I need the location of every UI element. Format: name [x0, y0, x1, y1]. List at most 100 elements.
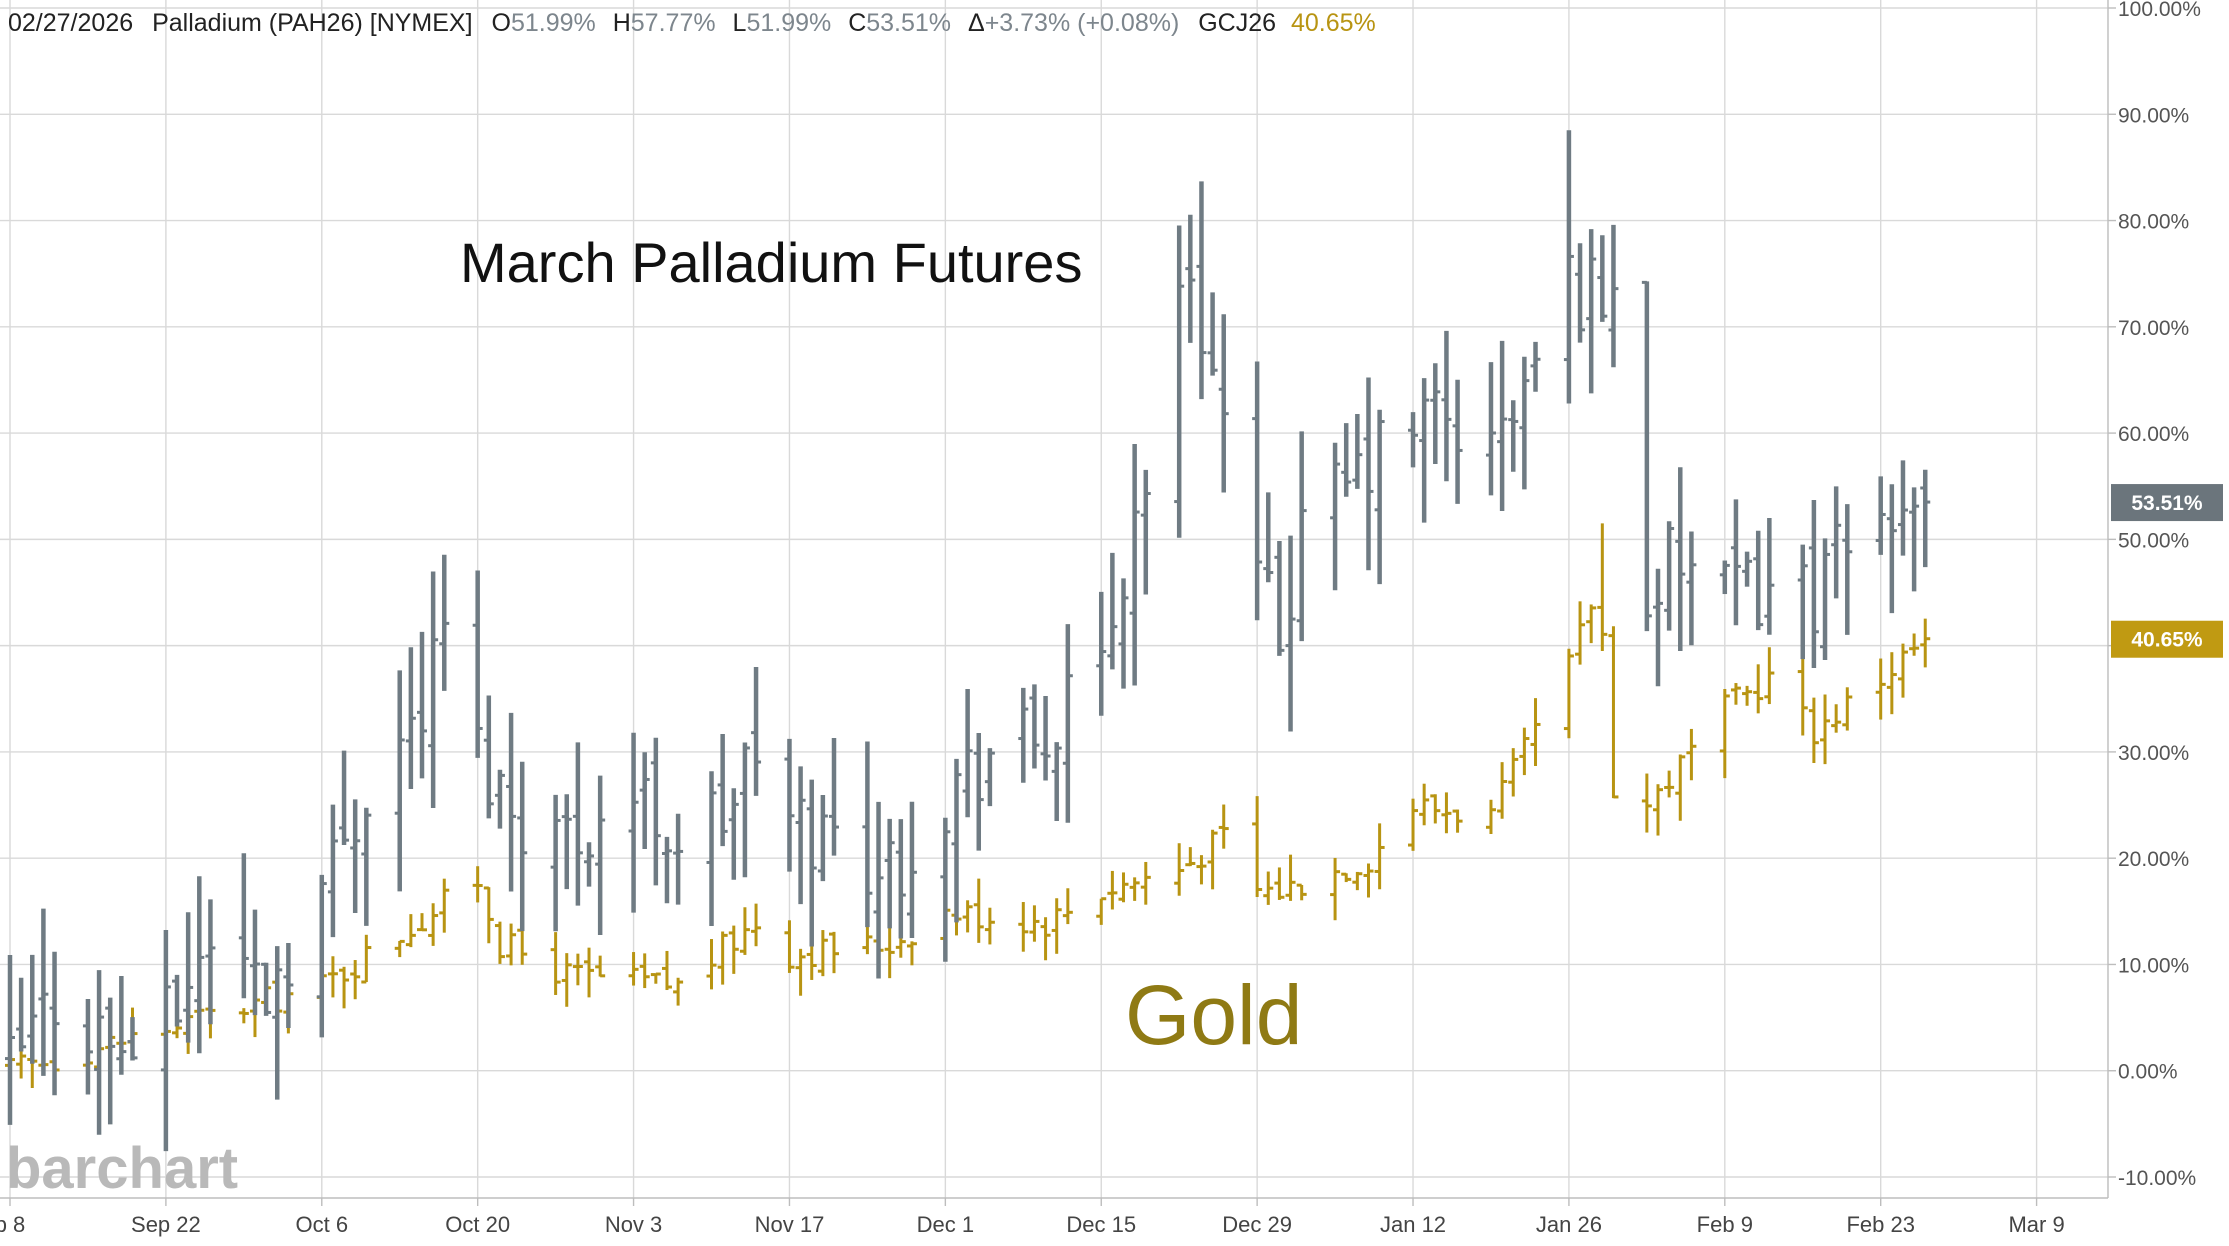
x-tick-label: p 8 [0, 1212, 25, 1237]
ohlc-bar [1641, 773, 1652, 833]
header-change: +3.73% (+0.08%) [985, 9, 1180, 37]
ohlc-bar [795, 766, 806, 905]
ohlc-bar [1753, 664, 1764, 714]
ohlc-bar [1330, 857, 1341, 921]
ohlc-bar [1797, 652, 1808, 736]
ohlc-bar [1029, 905, 1040, 942]
ohlc-bar [283, 942, 294, 1029]
x-axis-ticks: p 8 Sep 22 Oct 6 Oct 20 Nov 3 Nov 17 Dec 1 Dec … [0, 1198, 2065, 1237]
ohlc-bar [1920, 469, 1931, 568]
ohlc-bar [1586, 229, 1597, 394]
ohlc-bar [806, 942, 817, 980]
ohlc-bar [1820, 694, 1831, 765]
ohlc-bar [661, 950, 672, 991]
ohlc-bar [829, 931, 839, 974]
ohlc-bar [1441, 792, 1452, 834]
ohlc-bar [1296, 883, 1307, 901]
ohlc-bar [1430, 794, 1441, 824]
ohlc-bar [1653, 568, 1663, 687]
ohlc-bar [1808, 499, 1819, 669]
ohlc-bar [205, 899, 216, 1025]
ohlc-bar [673, 813, 684, 905]
ohlc-bar [1686, 531, 1697, 646]
ohlc-bar [439, 878, 450, 933]
ohlc-bar [1363, 377, 1374, 571]
palladium-badge-text: 53.51% [2131, 492, 2203, 515]
ohlc-bar [1196, 855, 1207, 885]
ohlc-bar [238, 853, 249, 999]
ohlc-bar [884, 925, 895, 979]
ohlc-bar [16, 977, 27, 1052]
ohlc-bar [428, 571, 439, 809]
ohlc-bar [661, 836, 672, 904]
x-tick-label: Dec 15 [1066, 1212, 1136, 1237]
ohlc-bar [1530, 341, 1541, 392]
ohlc-bar [673, 977, 684, 1006]
ohlc-bar [572, 953, 583, 986]
y-tick-label: 80.00% [2118, 211, 2189, 234]
ohlc-bar [1040, 917, 1051, 961]
y-tick-label: 70.00% [2118, 317, 2189, 340]
y-tick-label: 0.00% [2118, 1061, 2178, 1084]
ohlc-bar [506, 923, 517, 966]
ohlc-bar [405, 647, 416, 790]
x-tick-label: Feb 23 [1846, 1212, 1915, 1237]
ohlc-bar [1842, 687, 1853, 731]
ohlc-bar [1196, 181, 1207, 400]
chart-header: 02/27/2026 Palladium (PAH26) [NYMEX] O51… [8, 9, 1376, 37]
ohlc-bar [895, 819, 906, 939]
barchart-watermark: barchart [6, 1136, 238, 1201]
annotation-gold: Gold [1125, 968, 1302, 1062]
x-tick-label: Oct 6 [295, 1212, 348, 1237]
header-close: 53.51% [866, 9, 951, 37]
ohlc-bar [1252, 796, 1263, 897]
ohlc-bar [1341, 872, 1352, 883]
ohlc-bar [1608, 626, 1619, 799]
ohlc-bar [272, 946, 283, 1100]
ohlc-bar [795, 948, 806, 996]
y-tick-label: 60.00% [2118, 423, 2189, 446]
ohlc-bar [1842, 504, 1853, 635]
ohlc-bar [249, 909, 260, 1016]
ohlc-bar [1575, 601, 1586, 665]
ohlc-bar [1296, 431, 1307, 642]
ohlc-bar [172, 974, 183, 1027]
ohlc-bar [1408, 412, 1419, 468]
ohlc-bar [650, 972, 661, 984]
header-high-label: H [613, 9, 631, 37]
ohlc-bar [1129, 444, 1140, 686]
ohlc-bar [584, 842, 595, 887]
ohlc-bar [1797, 544, 1808, 660]
header-close-label: C [848, 9, 866, 37]
ohlc-bar [327, 804, 338, 938]
ohlc-bar [1218, 804, 1229, 849]
ohlc-bar [1452, 379, 1463, 504]
ohlc-bar [27, 954, 38, 1064]
x-tick-label: Dec 29 [1222, 1212, 1292, 1237]
ohlc-bar [639, 953, 650, 989]
ohlc-bar [984, 748, 995, 807]
ohlc-bar [1485, 799, 1496, 834]
ohlc-bar [1040, 695, 1051, 781]
palladium-badge-bg [2111, 484, 2223, 522]
ohlc-bar [517, 761, 528, 932]
annotation-palladium: March Palladium Futures [460, 231, 1082, 294]
ohlc-bar [739, 907, 750, 955]
ohlc-bar [439, 554, 450, 691]
ohlc-bar [1118, 578, 1129, 689]
ohlc-bar [194, 876, 205, 1054]
ohlc-bar [160, 929, 171, 1152]
ohlc-bar [1730, 683, 1741, 705]
ohlc-bar [1730, 499, 1741, 626]
ohlc-bar [506, 712, 517, 892]
ohlc-bar [1140, 861, 1151, 905]
ohlc-bar [350, 960, 361, 1000]
ohlc-bar [483, 695, 494, 819]
ohlc-bar [105, 997, 116, 1125]
ohlc-bar [962, 689, 973, 818]
ohlc-bar [717, 931, 728, 985]
x-tick-label: Oct 20 [445, 1212, 510, 1237]
ohlc-bar [1897, 643, 1908, 698]
ohlc-bar [1274, 867, 1285, 900]
ohlc-bar [1441, 330, 1452, 482]
